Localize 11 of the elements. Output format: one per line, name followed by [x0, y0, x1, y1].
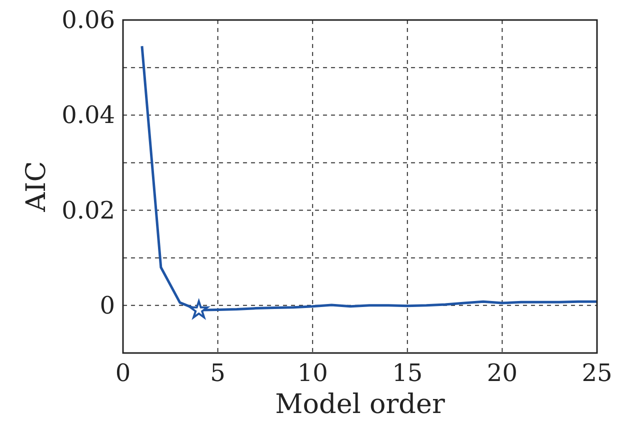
- y-tick-label: 0.02: [62, 196, 115, 224]
- y-tick-label: 0: [100, 291, 115, 320]
- x-tick-label: 15: [392, 359, 423, 387]
- x-tick-label: 25: [582, 359, 612, 387]
- y-axis-title: AIC: [21, 161, 52, 213]
- y-tick-label: 0.06: [62, 6, 115, 34]
- x-axis-title: Model order: [275, 389, 445, 420]
- x-tick-label: 10: [297, 359, 328, 387]
- y-tick-label: 0.04: [62, 101, 115, 130]
- x-tick-label: 5: [210, 359, 226, 387]
- x-tick-label: 20: [486, 359, 518, 387]
